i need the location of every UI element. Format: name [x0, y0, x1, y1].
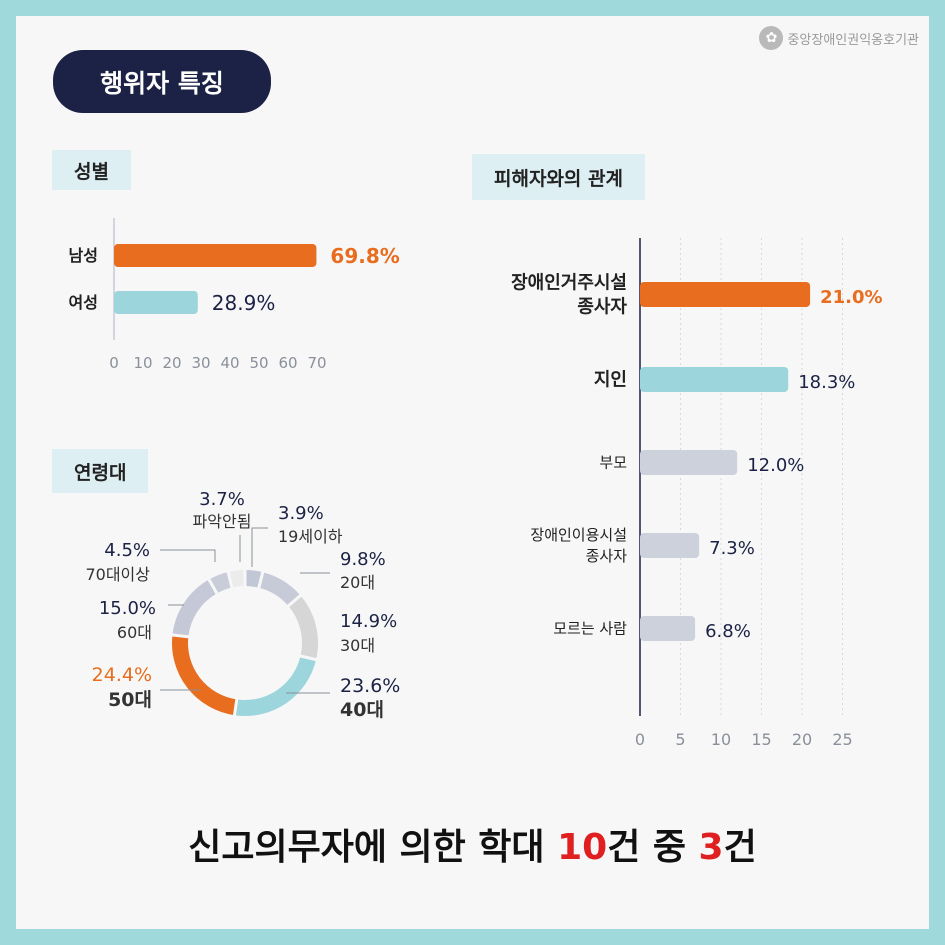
age-slice-pct: 3.7% — [199, 489, 245, 510]
gender-x-tick: 20 — [162, 354, 181, 372]
gender-bar — [114, 291, 198, 314]
age-leader-line — [251, 527, 268, 567]
age-donut-slice — [244, 570, 263, 588]
section-age-title: 연령대 — [52, 449, 149, 493]
emblem-icon: ✿ — [759, 26, 784, 50]
relation-x-tick: 10 — [711, 730, 731, 749]
relation-category-label: 모르는 사람 — [553, 619, 627, 637]
gender-x-tick: 50 — [249, 354, 268, 372]
relation-category-label: 종사자 — [577, 296, 627, 317]
age-slice-label: 50대 — [108, 689, 152, 711]
relation-category-label: 지인 — [594, 369, 627, 390]
relation-bar — [640, 282, 811, 307]
org-name: 중앙장애인권익옹호기관 — [787, 32, 919, 48]
relation-bar — [640, 450, 738, 475]
age-leader-line — [160, 549, 216, 562]
relation-x-tick: 5 — [675, 730, 685, 749]
age-donut-separator — [232, 698, 239, 717]
age-slice-label: 30대 — [340, 636, 375, 655]
age-slice-pct: 23.6% — [340, 675, 400, 697]
gender-value-label: 28.9% — [212, 291, 276, 315]
age-donut-slice — [288, 595, 318, 660]
gender-category-label: 여성 — [69, 293, 98, 312]
org-logo: ✿ 중앙장애인권익옹호기관 — [759, 26, 919, 50]
age-slice-pct: 24.4% — [92, 664, 152, 686]
relation-bar — [640, 533, 700, 558]
age-slice-pct: 9.8% — [340, 549, 386, 570]
relation-value-label: 18.3% — [798, 372, 855, 393]
relation-value-label: 12.0% — [747, 455, 804, 476]
headline-number-3: 3 — [698, 827, 724, 868]
relation-value-label: 6.8% — [705, 621, 751, 642]
gender-x-tick: 60 — [278, 354, 297, 372]
relation-bar — [640, 616, 696, 641]
gender-category-label: 남성 — [69, 246, 98, 265]
age-donut-separator — [286, 593, 303, 608]
headline-part1: 신고의무자에 의한 학대 — [188, 827, 558, 868]
headline: 신고의무자에 의한 학대 10건 중 3건 — [0, 818, 945, 870]
gender-x-tick: 0 — [109, 354, 119, 372]
age-slice-label: 60대 — [117, 623, 152, 642]
age-slice-pct: 14.9% — [340, 611, 397, 632]
relation-bar — [640, 367, 789, 392]
age-donut-separator — [257, 570, 265, 590]
age-donut-separator — [171, 633, 190, 639]
relation-category-label: 부모 — [599, 453, 627, 471]
age-donut-slice — [258, 572, 301, 607]
gender-x-tick: 40 — [220, 354, 239, 372]
age-donut-separator — [207, 577, 219, 596]
relation-x-tick: 25 — [832, 730, 852, 749]
age-slice-label: 19세이하 — [278, 527, 343, 546]
relation-category-label: 종사자 — [586, 547, 628, 565]
gender-bar — [114, 244, 317, 267]
gender-x-tick: 70 — [307, 354, 326, 372]
age-donut-slice — [208, 571, 233, 594]
gender-value-label: 69.8% — [330, 244, 399, 268]
age-slice-label: 40대 — [340, 699, 384, 721]
age-slice-label: 20대 — [340, 573, 375, 592]
relation-x-tick: 15 — [751, 730, 771, 749]
age-donut-slice — [228, 570, 246, 588]
headline-part2: 건 중 — [607, 827, 699, 868]
age-slice-label: 파악안됨 — [193, 512, 252, 531]
headline-part3: 건 — [723, 827, 757, 868]
age-slice-pct: 4.5% — [104, 540, 150, 561]
section-gender-title: 성별 — [52, 150, 131, 190]
age-donut-slice — [234, 655, 317, 716]
page-title: 행위자 특징 — [53, 50, 271, 113]
age-donut-separator — [299, 654, 318, 662]
relation-value-label: 7.3% — [709, 538, 755, 559]
section-relation-title: 피해자와의 관계 — [472, 154, 645, 200]
relation-value-label: 21.0% — [820, 287, 882, 308]
age-slice-label: 70대이상 — [85, 565, 150, 584]
age-donut-separator — [226, 570, 234, 589]
relation-category-label: 장애인이용시설 — [530, 526, 627, 544]
relation-x-tick: 20 — [792, 730, 812, 749]
gender-x-tick: 30 — [191, 354, 210, 372]
relation-x-tick: 0 — [635, 730, 645, 749]
age-donut-slice — [172, 579, 218, 638]
relation-category-label: 장애인거주시설 — [511, 272, 627, 293]
age-slice-pct: 15.0% — [99, 598, 156, 619]
headline-number-10: 10 — [557, 827, 608, 868]
gender-x-tick: 10 — [133, 354, 152, 372]
age-slice-pct: 3.9% — [278, 503, 324, 524]
age-donut-slice — [172, 634, 238, 716]
